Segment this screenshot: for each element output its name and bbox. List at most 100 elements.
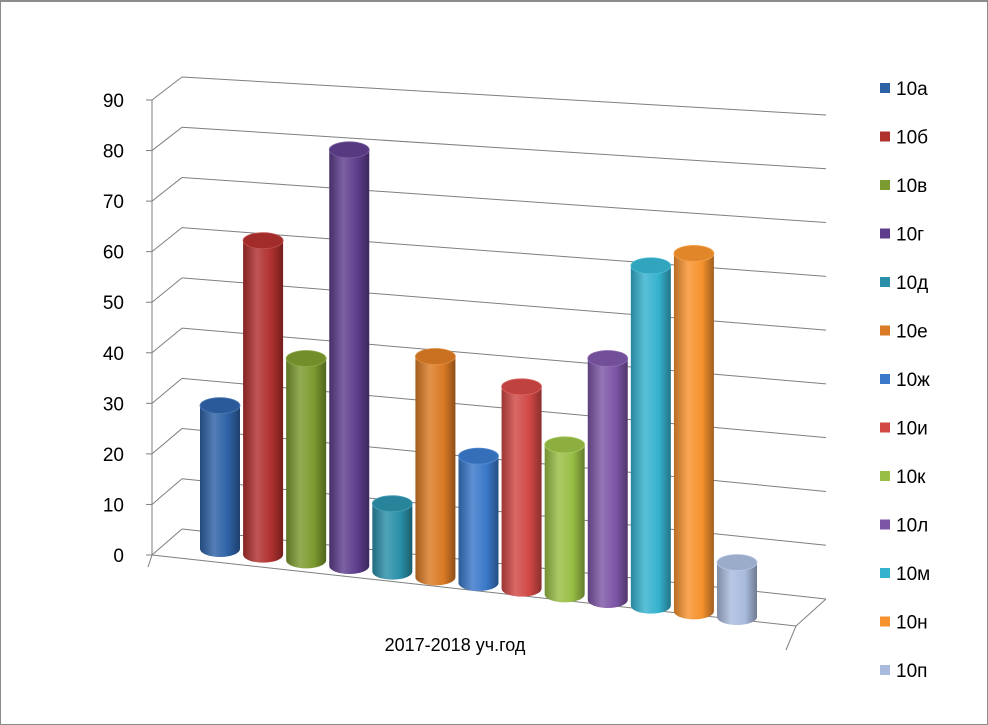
bar-10н <box>673 245 715 620</box>
legend-swatch <box>880 568 890 578</box>
legend-item-10в: 10в <box>880 176 927 197</box>
legend-label: 10б <box>896 128 928 149</box>
bar-body <box>243 240 284 563</box>
bar-body <box>329 149 370 575</box>
bar-10е <box>415 348 456 586</box>
gridline-back <box>181 227 827 277</box>
bar-body <box>415 356 456 586</box>
legend-item-10л: 10л <box>880 516 928 537</box>
bar-top <box>501 378 542 396</box>
gridline-side <box>151 177 183 202</box>
y-tick-label: 90 <box>103 91 124 112</box>
chart-walls <box>147 100 827 651</box>
legend-swatch <box>880 374 890 384</box>
gridline-side <box>151 377 183 404</box>
bar-body <box>587 358 628 608</box>
legend-swatch <box>880 616 890 627</box>
legend-swatch <box>880 131 890 142</box>
bar-10а <box>199 397 241 557</box>
legend-label: 10в <box>896 176 927 197</box>
legend-item-10б: 10б <box>880 128 928 149</box>
bar-top <box>587 350 629 367</box>
gridline-side <box>151 277 183 303</box>
bar-top <box>328 141 370 159</box>
y-tick-label: 0 <box>113 546 124 567</box>
legend-swatch <box>880 325 890 336</box>
legend-item-10н: 10н <box>880 613 928 634</box>
legend-label: 10а <box>896 79 928 100</box>
y-tick-label: 50 <box>103 293 124 314</box>
bar-10м <box>630 257 672 614</box>
bar-10б <box>242 232 284 563</box>
bar-body <box>458 456 499 591</box>
bar-top <box>199 397 241 415</box>
gridline-side <box>151 428 183 455</box>
legend-swatch <box>880 277 890 287</box>
bar-top <box>458 447 499 465</box>
legend-item-10и: 10и <box>880 419 928 440</box>
bar-10г <box>328 141 370 575</box>
legend-item-10п: 10п <box>880 661 927 682</box>
x-axis-end-tick <box>785 625 797 651</box>
bar-top <box>371 495 413 513</box>
bar-top <box>415 348 456 365</box>
x-axis-categories: 2017-2018 уч.год <box>385 635 526 655</box>
bar-body <box>717 562 757 625</box>
bars <box>199 141 758 625</box>
gridline-back <box>181 76 827 116</box>
legend-label: 10н <box>896 613 928 634</box>
legend-label: 10ж <box>896 370 930 391</box>
legend-label: 10д <box>896 273 928 294</box>
bar-top <box>242 232 284 250</box>
legend-label: 10п <box>896 661 927 682</box>
legend-item-10к: 10к <box>880 467 926 488</box>
gridline-back <box>181 327 827 385</box>
legend-swatch <box>880 422 890 433</box>
legend-label: 10к <box>896 467 926 488</box>
y-tick-label: 10 <box>103 495 124 516</box>
bar-10ж <box>458 447 499 591</box>
bar-top <box>544 436 586 454</box>
bar-body <box>200 405 240 557</box>
y-tick-label: 60 <box>103 243 124 264</box>
bar-body <box>544 444 585 603</box>
bar-body <box>372 503 413 580</box>
x-axis-start-tick <box>147 554 153 568</box>
legend-swatch <box>880 83 890 93</box>
y-tick-label: 40 <box>103 344 124 365</box>
gridline-side <box>151 478 183 505</box>
legend-label: 10и <box>896 419 928 440</box>
bar-10к <box>544 436 586 603</box>
y-axis-ticks: 0 10 20 30 40 50 60 70 80 90 <box>103 91 152 567</box>
legend-item-10г: 10г <box>880 225 924 246</box>
bar-10л <box>587 350 629 608</box>
legend-label: 10м <box>896 564 930 585</box>
y-tick-label: 20 <box>103 445 124 466</box>
y-tick-label: 30 <box>103 394 124 415</box>
bar-body <box>286 358 327 569</box>
legend-swatch <box>880 228 890 239</box>
legend-item-10ж: 10ж <box>880 370 930 391</box>
legend-swatch <box>880 665 890 675</box>
gridline-back <box>181 176 827 224</box>
bar-top <box>630 257 672 275</box>
legend-swatch <box>880 471 890 481</box>
gridline-back <box>181 277 827 331</box>
bar-body <box>630 265 671 614</box>
bar-body <box>673 253 714 620</box>
bar-10п <box>716 554 758 625</box>
gridline-side <box>151 76 183 101</box>
legend-item-10а: 10а <box>880 79 928 100</box>
bar-top <box>716 554 758 571</box>
gridline-side <box>151 528 183 556</box>
legend: 10а 10б 10в 10г 10д 10е 10ж 10и 10к 10л 10м 10н 10п <box>880 79 930 682</box>
legend-label: 10е <box>896 322 928 343</box>
y-tick-label: 70 <box>103 192 124 213</box>
y-tick-label: 80 <box>103 142 124 163</box>
gridline-back <box>181 126 827 170</box>
legend-item-10е: 10е <box>880 322 928 343</box>
bar-top <box>673 245 715 262</box>
bar-10в <box>285 350 327 569</box>
legend-swatch <box>880 519 890 530</box>
